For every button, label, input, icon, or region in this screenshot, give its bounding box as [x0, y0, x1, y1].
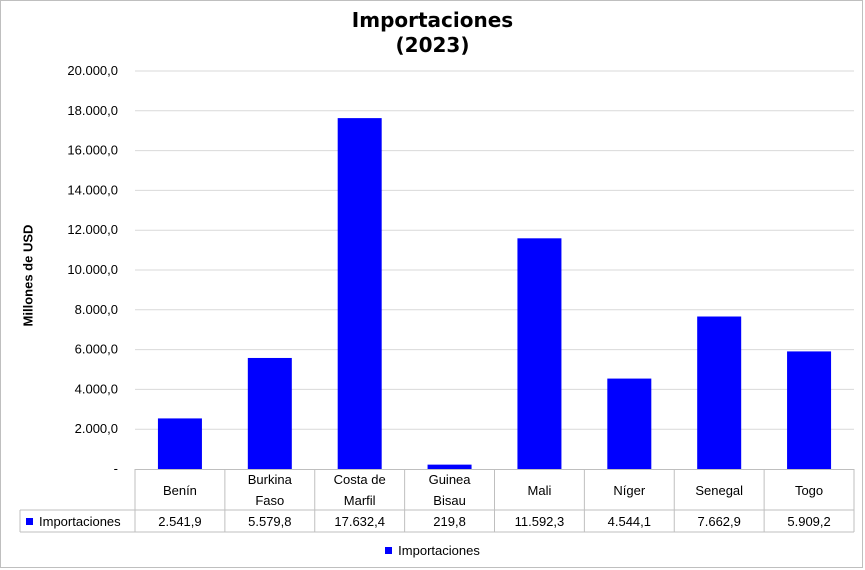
x-tick-label: Bisau [433, 493, 466, 508]
legend: Importaciones [0, 543, 865, 558]
x-tick-label: Guinea [429, 472, 472, 487]
data-label: 219,8 [433, 514, 466, 529]
bar [517, 238, 562, 469]
x-tick-label: Marfil [344, 493, 376, 508]
data-label: 5.909,2 [787, 514, 830, 529]
bar [607, 378, 652, 469]
y-tick-label: 10.000,0 [67, 262, 118, 277]
x-tick-label: Senegal [695, 483, 743, 498]
bar [337, 118, 382, 470]
y-tick-label: 14.000,0 [67, 182, 118, 197]
bar [157, 418, 202, 469]
legend-swatch [385, 547, 393, 554]
legend-label: Importaciones [398, 543, 480, 558]
data-label: 11.592,3 [515, 514, 565, 529]
y-tick-label: 4.000,0 [75, 381, 118, 396]
y-tick-label: 16.000,0 [67, 143, 118, 158]
x-tick-label: Mali [528, 483, 552, 498]
data-label: 4.544,1 [608, 514, 651, 529]
x-tick-label: Níger [613, 483, 645, 498]
bar [697, 316, 742, 469]
x-tick-label: Faso [255, 493, 284, 508]
y-tick-label: 18.000,0 [67, 103, 118, 118]
x-tick-label: Benín [163, 483, 197, 498]
x-tick-label: Costa de [334, 472, 386, 487]
table-series-name: Importaciones [39, 514, 121, 529]
bar [247, 357, 292, 469]
y-tick-label: 2.000,0 [75, 421, 118, 436]
y-tick-label: 12.000,0 [67, 222, 118, 237]
data-label: 2.541,9 [158, 514, 201, 529]
bar [787, 351, 832, 469]
y-tick-label: 6.000,0 [75, 342, 118, 357]
y-tick-label: 20.000,0 [67, 63, 118, 78]
x-tick-label: Burkina [248, 472, 293, 487]
table-legend-key [26, 518, 33, 525]
bar [427, 464, 472, 469]
data-label: 17.632,4 [334, 514, 385, 529]
chart-subtitle: (2023) [395, 33, 470, 57]
y-tick-label: - [114, 461, 118, 476]
data-label: 5.579,8 [248, 514, 291, 529]
data-label: 7.662,9 [698, 514, 741, 529]
x-tick-label: Togo [795, 483, 823, 498]
chart-title: Importaciones [351, 8, 514, 32]
y-tick-label: 8.000,0 [75, 302, 118, 317]
